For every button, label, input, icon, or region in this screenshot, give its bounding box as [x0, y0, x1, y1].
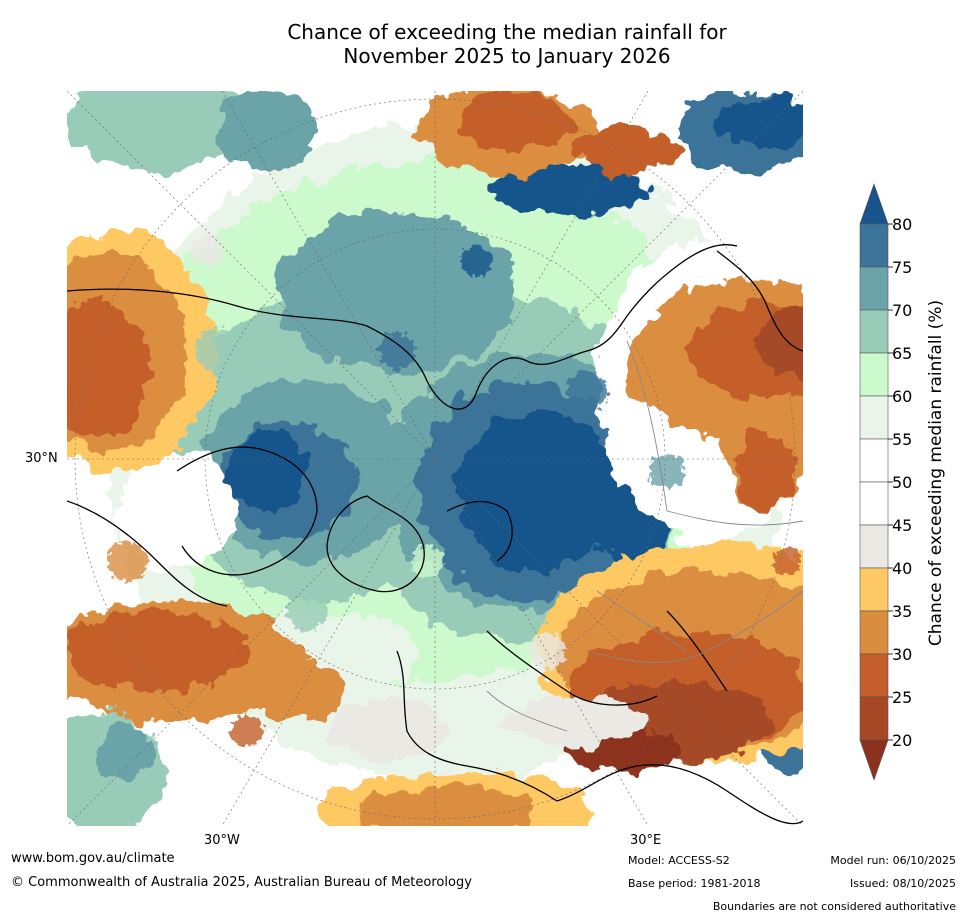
lon-label-30e: 30°E — [630, 833, 662, 848]
colorbar-tick-label: 25 — [892, 688, 912, 707]
probability-fields — [67, 91, 803, 826]
title-line-1: Chance of exceeding the median rainfall … — [287, 20, 727, 44]
issued-text: Issued: 08/10/2025 — [849, 877, 956, 890]
colorbar-tick-label: 20 — [892, 731, 912, 750]
colorbar-ticks: 80 75 70 65 60 55 50 45 40 35 30 25 20 — [888, 215, 912, 750]
country-borders — [486, 340, 803, 732]
colorbar-arrow-above — [859, 183, 889, 225]
colorbar-segments — [859, 183, 889, 781]
probability-speckle — [107, 235, 801, 747]
graticule — [67, 91, 803, 826]
colorbar-tick-label: 80 — [892, 215, 912, 234]
colorbar-segment-55_60 — [859, 395, 889, 440]
lat-label-30n: 30°N — [25, 451, 58, 466]
base-period-text: Base period: 1981-2018 — [628, 877, 761, 890]
colorbar-tick-label: 45 — [892, 516, 912, 535]
title-line-2: November 2025 to January 2026 — [343, 44, 671, 68]
colorbar-segment-40_45 — [859, 524, 889, 569]
colorbar-tick-label: 30 — [892, 645, 912, 664]
colorbar-tick-label: 35 — [892, 602, 912, 621]
colorbar-tick-label: 40 — [892, 559, 912, 578]
website-url: www.bom.gov.au/climate — [11, 851, 175, 866]
rainfall-probability-map — [67, 91, 803, 826]
lon-label-30w: 30°W — [204, 833, 240, 848]
disclaimer-text: Boundaries are not considered authoritat… — [712, 900, 956, 913]
colorbar-tick-label: 75 — [892, 258, 912, 277]
map-title: Chance of exceeding the median rainfall … — [67, 20, 947, 68]
colorbar-segment-30_35 — [859, 610, 889, 655]
colorbar-tick-label: 65 — [892, 344, 912, 363]
colorbar-arrow-below — [859, 739, 889, 781]
colorbar-segment-35_40 — [859, 567, 889, 612]
colorbar-tick-label: 60 — [892, 387, 912, 406]
colorbar-segment-70_75 — [859, 266, 889, 311]
colorbar-segment-45_50 — [859, 481, 889, 526]
colorbar-tick-label: 70 — [892, 301, 912, 320]
coastlines — [67, 244, 803, 825]
colorbar-segment-65_70 — [859, 309, 889, 354]
model-text: Model: ACCESS-S2 — [628, 854, 730, 867]
colorbar-segment-20_25 — [859, 696, 889, 741]
colorbar-segment-25_30 — [859, 653, 889, 698]
colorbar-segment-75_80 — [859, 223, 889, 268]
colorbar-tick-label: 55 — [892, 430, 912, 449]
colorbar-segment-50_55 — [859, 438, 889, 483]
colorbar-tick-label: 50 — [892, 473, 912, 492]
colorbar-label: Chance of exceeding median rainfall (%) — [926, 300, 946, 646]
copyright-text: © Commonwealth of Australia 2025, Austra… — [11, 875, 472, 890]
colorbar: 80 75 70 65 60 55 50 45 40 35 30 25 20 Chance of exc… — [859, 183, 946, 781]
model-run-text: Model run: 06/10/2025 — [830, 854, 956, 867]
colorbar-segment-60_65 — [859, 352, 889, 397]
